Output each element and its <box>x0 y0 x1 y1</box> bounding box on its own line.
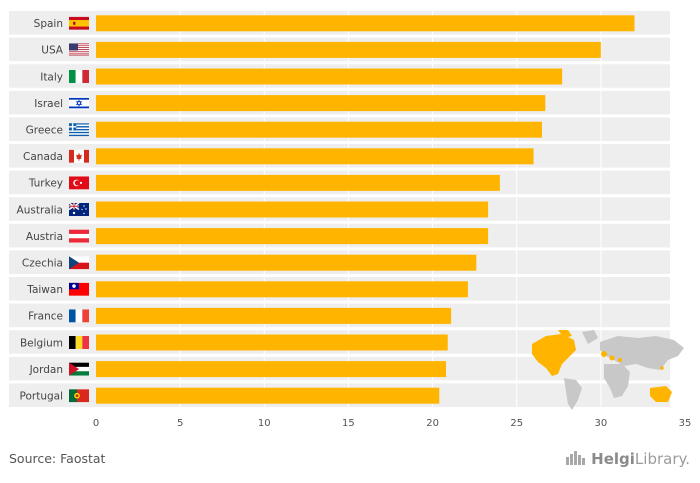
canada-flag-icon <box>69 149 89 163</box>
bar-belgium[interactable] <box>96 334 448 351</box>
world-map-icon <box>532 330 684 410</box>
category-label: Taiwan <box>26 284 63 296</box>
category-label: Greece <box>26 125 63 137</box>
category-label: France <box>28 311 63 323</box>
category-label: Belgium <box>20 337 63 349</box>
spain-flag-icon <box>69 16 89 30</box>
usa-flag-icon <box>69 43 89 56</box>
australia-flag-icon <box>69 203 89 216</box>
x-tick-label: 15 <box>342 418 355 429</box>
turkey-flag-icon <box>69 176 89 190</box>
czechia-flag-icon <box>69 256 89 270</box>
bar-austria[interactable] <box>96 228 489 245</box>
logo-text: HelgiLibrary. <box>591 450 690 468</box>
category-label: Spain <box>34 18 63 30</box>
category-label: Portugal <box>20 391 64 403</box>
x-tick-label: 0 <box>93 418 99 429</box>
category-label: USA <box>41 45 64 57</box>
bar-canada[interactable] <box>96 148 534 165</box>
bar-portugal[interactable] <box>96 387 440 404</box>
portugal-flag-icon <box>69 389 89 403</box>
bar-turkey[interactable] <box>96 174 500 191</box>
category-label: Australia <box>17 204 63 216</box>
taiwan-flag-icon <box>69 282 89 296</box>
x-tick-label: 10 <box>258 418 271 429</box>
category-label: Italy <box>40 71 63 83</box>
x-tick-label: 5 <box>177 418 183 429</box>
france-flag-icon <box>69 309 89 323</box>
x-tick-label: 25 <box>510 418 523 429</box>
category-label: Austria <box>26 231 63 243</box>
austria-flag-icon <box>69 229 89 243</box>
category-label: Turkey <box>28 178 63 190</box>
israel-flag-icon <box>69 96 89 110</box>
x-tick-label: 30 <box>594 418 607 429</box>
x-tick-label: 20 <box>426 418 439 429</box>
category-label: Jordan <box>29 364 63 376</box>
bar-chart: Spain USA Italy Israel Greece Canada Turkey Aus… <box>9 10 692 429</box>
bar-france[interactable] <box>96 307 452 324</box>
belgium-flag-icon <box>69 336 89 349</box>
greece-flag-icon <box>69 123 89 137</box>
bar-jordan[interactable] <box>96 361 447 378</box>
helgilibrary-logo: HelgiLibrary. <box>566 449 690 469</box>
source-caption: Source: Faostat <box>9 451 106 466</box>
bar-israel[interactable] <box>96 95 546 112</box>
italy-flag-icon <box>69 70 89 83</box>
category-label: Canada <box>23 151 63 163</box>
bar-australia[interactable] <box>96 201 489 218</box>
bar-taiwan[interactable] <box>96 281 468 298</box>
bar-greece[interactable] <box>96 121 542 138</box>
bar-chart-icon <box>566 449 588 469</box>
bar-italy[interactable] <box>96 68 563 85</box>
category-label: Czechia <box>22 258 63 270</box>
bar-usa[interactable] <box>96 41 601 58</box>
bar-spain[interactable] <box>96 15 635 32</box>
bar-czechia[interactable] <box>96 254 477 271</box>
x-tick-label: 35 <box>679 418 692 429</box>
category-label: Israel <box>34 98 63 110</box>
jordan-flag-icon <box>69 362 89 376</box>
